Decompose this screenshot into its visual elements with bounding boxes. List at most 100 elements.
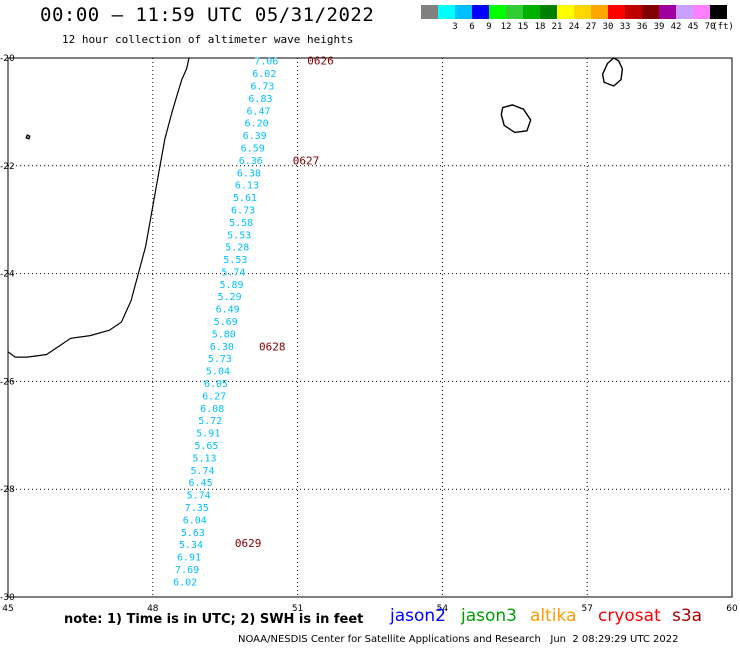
- swh-value-label: 5.89: [219, 280, 243, 291]
- pass-time-label: 0628: [259, 340, 286, 353]
- longitude-tick-label: 54: [437, 604, 449, 614]
- island-outline: [500, 104, 532, 134]
- legend-swatch: [659, 5, 676, 19]
- swh-value-label: 6.39: [243, 131, 267, 142]
- swh-value-label: 5.73: [208, 354, 232, 365]
- legend-swatch: [591, 5, 608, 19]
- swh-value-label: 6.36: [239, 156, 263, 167]
- swh-value-label: 6.73: [250, 81, 274, 92]
- madagascar-coastline: [7, 57, 190, 358]
- legend-label: 39: [653, 22, 665, 32]
- swh-value-label: 5.91: [196, 429, 220, 440]
- longitude-tick-label: 45: [2, 604, 13, 614]
- legend-swatch: [625, 5, 642, 19]
- satellite-s3a-label: s3a: [672, 606, 703, 626]
- swh-value-label: 5.53: [227, 230, 251, 241]
- swh-value-label: 5.80: [212, 329, 236, 340]
- island-outline: [25, 134, 31, 140]
- legend-label: 27: [585, 22, 597, 32]
- swh-value-label: 5.74: [187, 491, 211, 502]
- legend-label: 36: [636, 22, 648, 32]
- legend-label: 15: [517, 22, 529, 32]
- swh-value-label: 5.72: [198, 416, 222, 427]
- pass-time-label: 0626: [307, 55, 334, 68]
- legend-label: 45: [687, 22, 699, 32]
- swh-value-label: 6.83: [248, 94, 272, 105]
- swh-value-label: 6.04: [183, 515, 207, 526]
- legend-label: 33: [619, 22, 631, 32]
- swh-value-label: 5.58: [229, 218, 253, 229]
- swh-value-label: 5.29: [218, 292, 242, 303]
- legend-swatch: [540, 5, 557, 19]
- swh-value-label: 5.28: [225, 243, 249, 254]
- credit-line: NOAA/NESDIS Center for Satellite Applica…: [238, 634, 679, 645]
- map-subtitle: 12 hour collection of altimeter wave hei…: [62, 33, 354, 46]
- legend-swatch: [574, 5, 591, 19]
- legend-label: 9: [486, 22, 492, 32]
- longitude-tick-label: 57: [581, 604, 592, 614]
- swh-value-label: 5.63: [181, 528, 205, 539]
- swh-value-label: 5.34: [179, 540, 203, 551]
- latitude-tick-label: -24: [0, 270, 15, 280]
- swh-value-label: 5.61: [233, 193, 257, 204]
- swh-value-label: 7.69: [175, 565, 199, 576]
- map-title: 00:00 — 11:59 UTC 05/31/2022: [40, 4, 375, 26]
- satellite-cryosat-label: cryosat: [598, 606, 661, 626]
- swh-value-label: 7.06: [254, 57, 278, 68]
- swh-value-label: 7.35: [185, 503, 209, 514]
- legend-label: 42: [670, 22, 682, 32]
- legend-swatch: [608, 5, 625, 19]
- swh-value-label: 6.91: [177, 553, 201, 564]
- swh-value-label: 5.74: [190, 466, 214, 477]
- legend-swatch: [557, 5, 574, 19]
- swh-value-label: 6.30: [210, 342, 234, 353]
- longitude-tick-label: 48: [147, 604, 159, 614]
- swh-value-label: 6.49: [216, 305, 240, 316]
- legend-label: 21: [551, 22, 563, 32]
- legend-label: 18: [534, 22, 546, 32]
- swh-value-label: 6.59: [241, 143, 265, 154]
- legend-swatch: [523, 5, 540, 19]
- legend-swatch: [693, 5, 710, 19]
- map-frame: [7, 57, 733, 598]
- swh-value-label: 6.05: [204, 379, 228, 390]
- legend-swatch: [489, 5, 506, 19]
- legend-label: 3: [452, 22, 458, 32]
- swh-value-label: 6.08: [200, 404, 224, 415]
- latitude-tick-label: -26: [0, 377, 15, 387]
- swh-value-label: 5.69: [214, 317, 238, 328]
- swh-value-label: 5.74: [221, 267, 245, 278]
- latitude-tick-label: -30: [0, 593, 15, 603]
- island-outline: [601, 57, 624, 87]
- latitude-tick-label: -20: [0, 54, 15, 64]
- latitude-tick-label: -28: [0, 485, 15, 495]
- latitude-tick-label: -22: [0, 162, 15, 172]
- pass-time-label: 0627: [293, 154, 320, 167]
- satellite-altika-label: altika: [530, 606, 577, 626]
- satellite-jason2-label: jason2: [390, 606, 446, 626]
- legend-swatch: [421, 5, 438, 19]
- legend-label: 70: [704, 22, 716, 32]
- swh-value-label: 6.47: [246, 106, 270, 117]
- satellite-jason3-label: jason3: [461, 606, 517, 626]
- longitude-tick-label: 60: [726, 604, 738, 614]
- swh-value-label: 6.45: [189, 478, 213, 489]
- legend-swatch: [710, 5, 727, 19]
- swh-value-label: 6.20: [245, 119, 269, 130]
- swh-value-label: 6.13: [235, 181, 259, 192]
- legend-swatch: [472, 5, 489, 19]
- swh-value-label: 5.53: [223, 255, 247, 266]
- swh-value-label: 5.13: [192, 453, 216, 464]
- pass-time-label: 0629: [235, 537, 262, 550]
- swh-value-label: 5.65: [194, 441, 218, 452]
- legend-swatch: [455, 5, 472, 19]
- longitude-tick-label: 51: [292, 604, 303, 614]
- swh-value-label: 6.73: [231, 205, 255, 216]
- swh-value-label: 6.02: [173, 577, 197, 588]
- legend-label: 30: [602, 22, 614, 32]
- legend-label: 24: [568, 22, 580, 32]
- swh-value-label: 6.27: [202, 391, 226, 402]
- legend-swatch: [438, 5, 455, 19]
- legend-label: 12: [500, 22, 512, 32]
